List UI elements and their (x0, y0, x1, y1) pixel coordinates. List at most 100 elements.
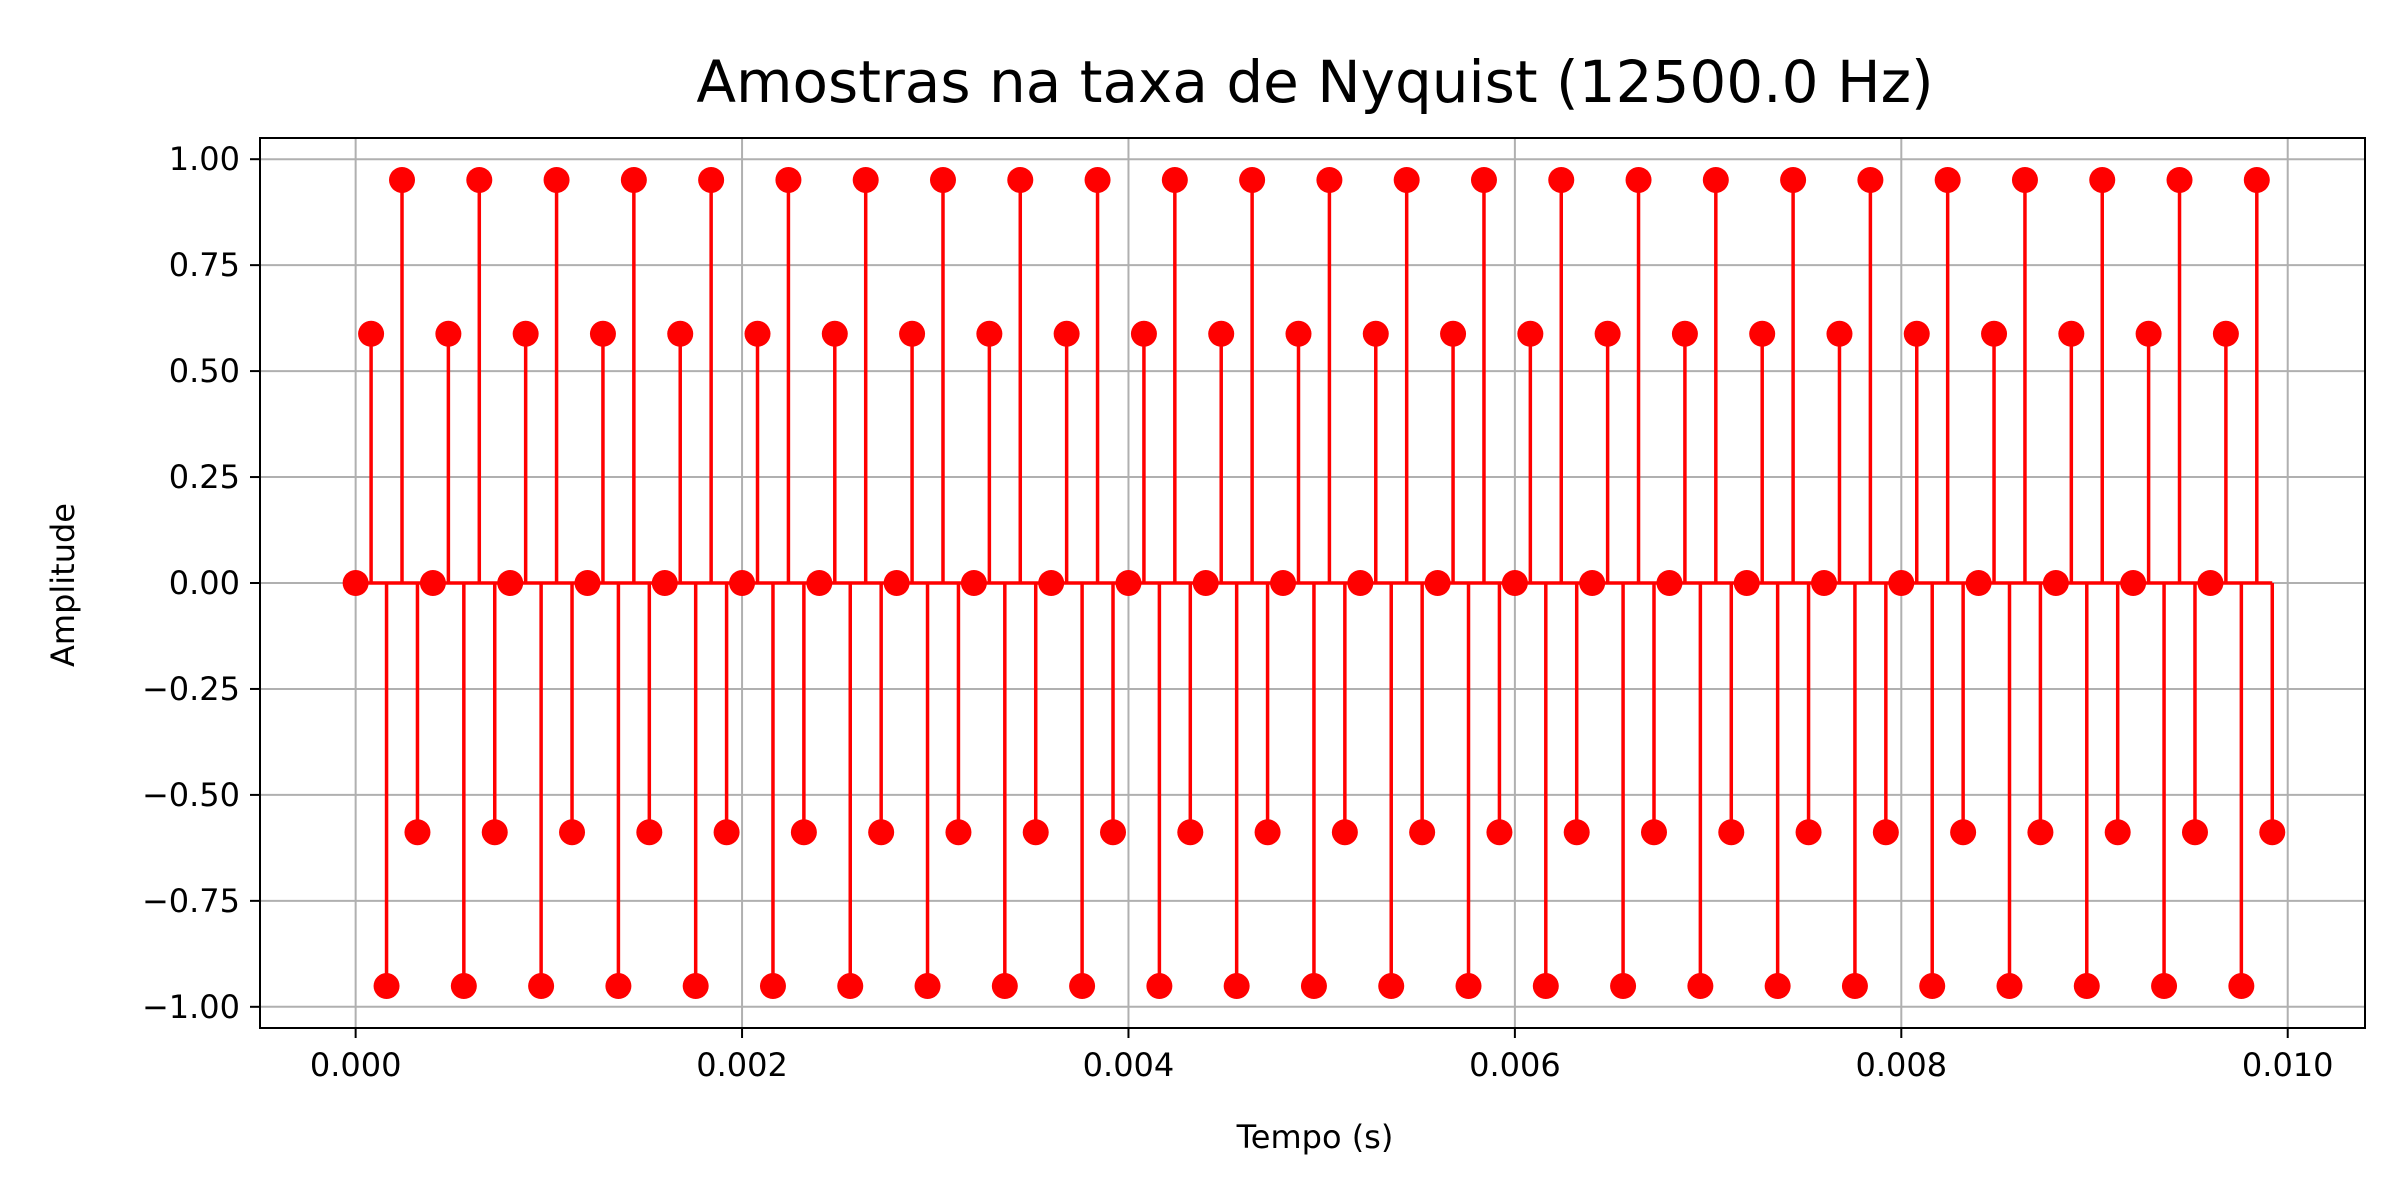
stem-marker (1532, 973, 1559, 1000)
stem-marker (1285, 320, 1312, 347)
stem-marker (1470, 166, 1497, 193)
stem-marker (2027, 819, 2054, 846)
stem-marker (2259, 819, 2286, 846)
stem-marker (790, 819, 817, 846)
stem-marker (1115, 570, 1142, 596)
y-tick-label: 0.25 (169, 458, 240, 496)
stem-marker (1239, 166, 1266, 193)
y-axis-label: Amplitude (44, 503, 82, 667)
y-tick-label: −0.25 (142, 670, 240, 708)
stem-marker (1223, 973, 1250, 1000)
x-tick-label: 0.010 (2242, 1046, 2334, 1084)
x-tick-label: 0.002 (696, 1046, 788, 1084)
stem-marker (512, 320, 539, 347)
stem-marker (713, 819, 740, 846)
stem-marker (1780, 166, 1807, 193)
stem-marker (960, 570, 987, 596)
stem-marker (2120, 570, 2147, 596)
stem-marker (976, 320, 1003, 347)
stem-marker (2212, 320, 2239, 347)
stem-marker (1841, 973, 1868, 1000)
stem-marker (1718, 819, 1745, 846)
stem-marker (373, 973, 400, 1000)
stem-marker (636, 819, 663, 846)
stem-marker (435, 320, 462, 347)
stem-marker (2089, 166, 2116, 193)
stem-marker (1749, 320, 1776, 347)
x-tick-label: 0.004 (1083, 1046, 1175, 1084)
stem-marker (929, 166, 956, 193)
stem-marker (744, 320, 771, 347)
stem-marker (1192, 570, 1219, 596)
stem-marker (450, 973, 477, 1000)
stem-marker (1331, 819, 1358, 846)
stem-marker (1656, 570, 1683, 596)
stem-marker (481, 819, 508, 846)
stem-marker (1671, 320, 1698, 347)
stem-marker (945, 819, 972, 846)
stem-marker (1455, 973, 1482, 1000)
stem-marker (991, 973, 1018, 1000)
stem-marker (1022, 819, 1049, 846)
stem-marker (358, 320, 385, 347)
stem-marker (1208, 320, 1235, 347)
stem-marker (651, 570, 678, 596)
stem-marker (1981, 320, 2008, 347)
stem-marker (1316, 166, 1343, 193)
stem-marker (605, 973, 632, 1000)
stem-marker (1702, 166, 1729, 193)
stem-marker (2042, 570, 2069, 596)
stem-marker (497, 570, 524, 596)
stem-marker (2135, 320, 2162, 347)
y-tick-label: 0.50 (169, 352, 240, 390)
chart-title: Amostras na taxa de Nyquist (12500.0 Hz) (696, 48, 1933, 116)
stem-markers (342, 166, 2286, 1000)
stem-marker (1919, 973, 1946, 1000)
stem-marker (1687, 973, 1714, 1000)
stem-marker (914, 973, 941, 1000)
stem-marker (1950, 819, 1977, 846)
stem-marker (1996, 973, 2023, 1000)
stem-marker (466, 166, 493, 193)
stem-marker (2228, 973, 2255, 1000)
stem-marker (574, 570, 601, 596)
stem-marker (1254, 819, 1281, 846)
stem-marker (1409, 819, 1436, 846)
stem-marker (419, 570, 446, 596)
y-tick-label: 0.00 (169, 564, 240, 602)
stem-marker (883, 570, 910, 596)
stem-marker (837, 973, 864, 1000)
stem-marker (1640, 819, 1667, 846)
stem-marker (1903, 320, 1930, 347)
y-tick-label: −0.75 (142, 882, 240, 920)
y-tick-label: 0.75 (169, 246, 240, 284)
stem-marker (1872, 819, 1899, 846)
stem-marker (1393, 166, 1420, 193)
stem-marker (589, 320, 616, 347)
stem-marker (1084, 166, 1111, 193)
stem-marker (1625, 166, 1652, 193)
stem-marker (1161, 166, 1188, 193)
stem-marker (1965, 570, 1992, 596)
x-axis-label: Tempo (s) (1236, 1118, 1394, 1156)
stem-marker (1362, 320, 1389, 347)
stem-marker (1177, 819, 1204, 846)
stem-marker (821, 320, 848, 347)
stem-marker (1053, 320, 1080, 347)
stem-marker (899, 320, 926, 347)
y-axis-ticks: 1.00 0.75 0.50 0.25 0.00 −0.25 −0.50 −0.75 −1.00 (142, 140, 260, 1026)
stem-marker (2073, 973, 2100, 1000)
stem-marker (682, 973, 709, 1000)
stem-marker (759, 973, 786, 1000)
y-tick-label: −1.00 (142, 988, 240, 1026)
stem-marker (1424, 570, 1451, 596)
stem-marker (342, 570, 369, 596)
stem-marker (1563, 819, 1590, 846)
stem-marker (2104, 819, 2131, 846)
stem-marker (1038, 570, 1065, 596)
stem-marker (2151, 973, 2178, 1000)
stem-marker (1270, 570, 1297, 596)
y-tick-label: 1.00 (169, 140, 240, 178)
